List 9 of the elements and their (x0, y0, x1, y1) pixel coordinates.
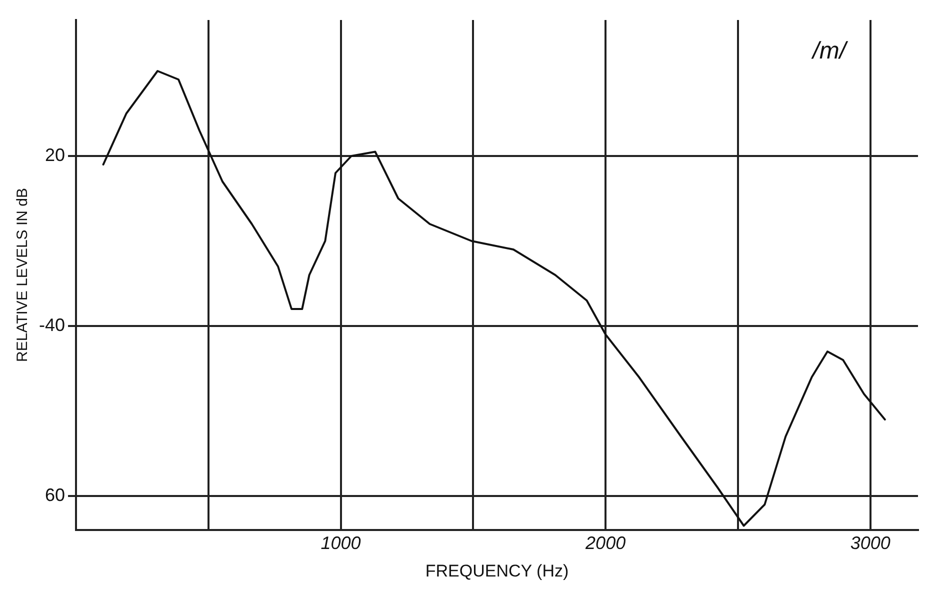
y-tick-label: 60 (44, 484, 66, 505)
x-tick-label: 3000 (850, 532, 890, 553)
x-axis-title: FREQUENCY (Hz) (425, 561, 569, 580)
x-tick-label: 2000 (584, 532, 626, 553)
annotation: /m/ (810, 38, 848, 65)
y-tick-label: -40 (39, 314, 66, 335)
y-tick-label: 20 (44, 144, 66, 165)
x-tick-label: 1000 (320, 532, 361, 553)
y-axis-title: RELATIVE LEVELS IN dB (14, 188, 32, 362)
